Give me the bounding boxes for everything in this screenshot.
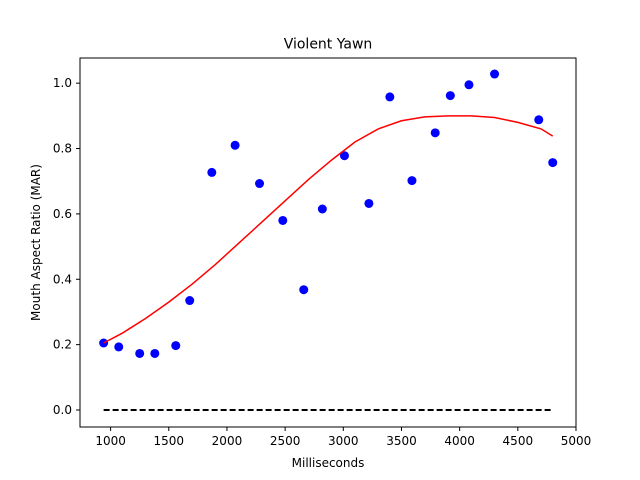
data-point <box>364 198 374 208</box>
data-point <box>317 204 327 214</box>
x-tick-label: 3000 <box>328 434 359 448</box>
data-point <box>490 69 500 79</box>
chart-title: Violent Yawn <box>284 37 373 53</box>
data-point <box>339 151 349 161</box>
data-point <box>407 176 417 186</box>
x-tick-label: 2000 <box>212 434 243 448</box>
data-point <box>114 342 124 352</box>
data-point <box>185 296 195 306</box>
data-point <box>207 167 217 177</box>
plot-frame <box>79 57 577 428</box>
data-point <box>135 348 145 358</box>
data-point <box>299 285 309 295</box>
x-tick-label: 2500 <box>270 434 301 448</box>
data-point <box>464 80 474 90</box>
x-tick-label: 1000 <box>95 434 126 448</box>
data-point <box>230 140 240 150</box>
data-point <box>548 158 558 168</box>
data-point <box>99 338 109 348</box>
y-tick-label: 0.6 <box>53 207 72 221</box>
y-tick-label: 0.0 <box>53 403 72 417</box>
x-tick-label: 1500 <box>154 434 185 448</box>
data-point <box>278 215 288 225</box>
x-tick-label: 4000 <box>444 434 475 448</box>
y-tick-label: 0.2 <box>53 338 72 352</box>
data-point <box>445 91 455 101</box>
data-point <box>150 348 160 358</box>
x-tick-label: 5000 <box>561 434 592 448</box>
x-axis-label: Milliseconds <box>292 456 365 470</box>
x-tick-label: 4500 <box>503 434 534 448</box>
data-point <box>385 92 395 102</box>
data-point <box>171 341 181 351</box>
plot-area <box>99 69 558 411</box>
data-point <box>430 128 440 138</box>
data-point <box>534 115 544 125</box>
y-tick-label: 0.8 <box>53 142 72 156</box>
y-tick-label: 0.4 <box>53 272 72 286</box>
x-tick-label: 3500 <box>386 434 417 448</box>
data-point <box>255 179 265 189</box>
y-tick-label: 1.0 <box>53 76 72 90</box>
y-axis-label: Mouth Aspect Ratio (MAR) <box>29 164 43 321</box>
fitted-curve <box>103 115 554 344</box>
axis-ticks: 1000 1500 2000 2500 3000 3500 4000 4500 5000 0.0 0… <box>53 76 591 448</box>
